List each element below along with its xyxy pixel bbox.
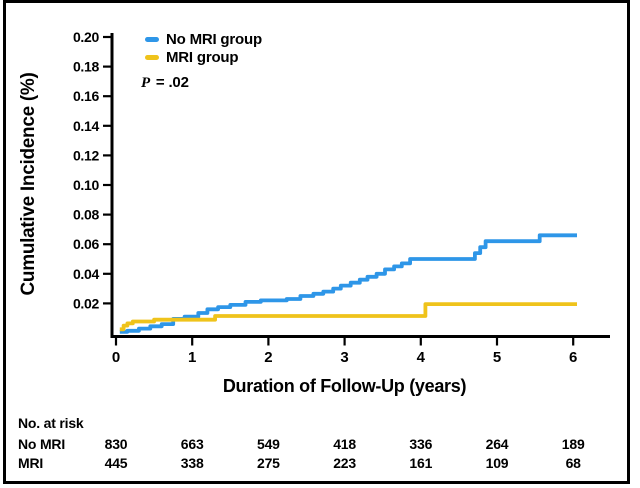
p-value-symbol: P — [141, 75, 150, 91]
legend: No MRI group MRI group — [145, 31, 262, 67]
at-risk-count: 264 — [485, 436, 509, 452]
figure-frame — [3, 0, 630, 484]
at-risk-count: 663 — [180, 436, 204, 452]
at-risk-count: 223 — [333, 455, 356, 471]
at-risk-count: 830 — [104, 436, 128, 452]
at-risk-row-label: No MRI — [18, 436, 66, 452]
legend-label: MRI group — [166, 49, 239, 66]
at-risk-count: 418 — [333, 436, 356, 452]
y-axis-title: Cumulative Incidence (%) — [18, 72, 39, 296]
legend-swatch-icon — [145, 37, 159, 42]
p-value-annotation: P = .02 — [141, 74, 189, 92]
at-risk-count: 275 — [257, 455, 280, 471]
at-risk-count: 68 — [565, 455, 581, 471]
at-risk-row: MRI 445 338 275 223 161 109 68 — [0, 455, 640, 471]
at-risk-count: 336 — [409, 436, 433, 452]
legend-item: MRI group — [145, 49, 262, 66]
at-risk-count: 109 — [485, 455, 509, 471]
at-risk-count: 549 — [257, 436, 280, 452]
legend-label: No MRI group — [166, 31, 262, 48]
at-risk-count: 445 — [104, 455, 128, 471]
at-risk-row: No MRI 830 663 549 418 336 264 189 — [0, 436, 640, 452]
at-risk-count: 338 — [180, 455, 204, 471]
x-axis-title: Duration of Follow-Up (years) — [222, 376, 467, 396]
at-risk-count: 189 — [561, 436, 585, 452]
legend-swatch-icon — [145, 55, 159, 60]
legend-item: No MRI group — [145, 31, 262, 48]
at-risk-row-label: MRI — [18, 455, 44, 471]
at-risk-count: 161 — [409, 455, 433, 471]
at-risk-title: No. at risk — [18, 415, 84, 431]
p-value-text: = .02 — [151, 74, 189, 91]
